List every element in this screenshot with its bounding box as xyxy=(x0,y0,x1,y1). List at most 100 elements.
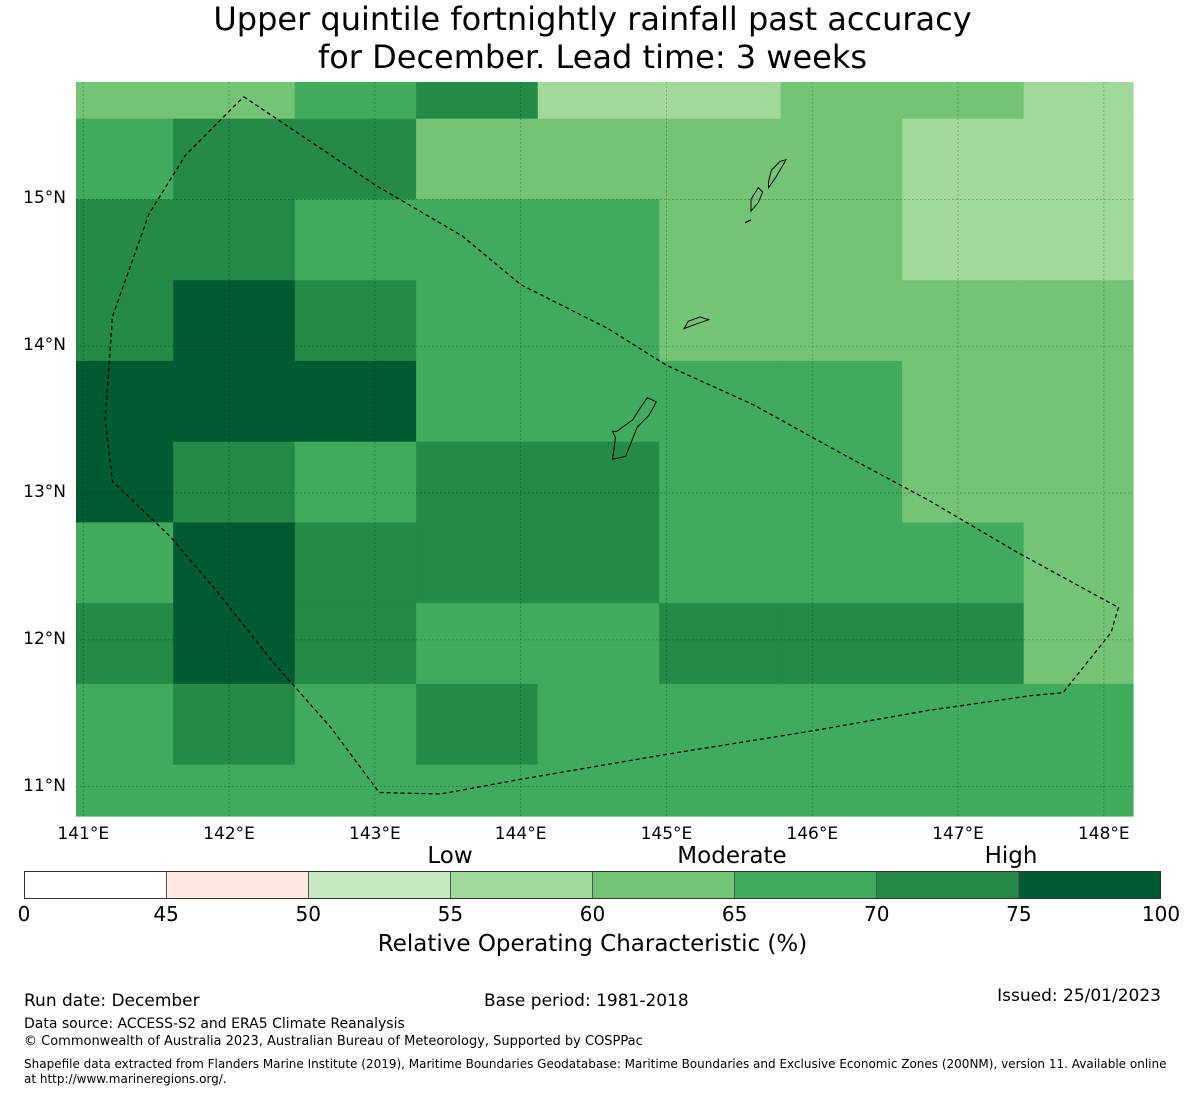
island-outline xyxy=(750,186,764,213)
base-period: Base period: 1981-2018 xyxy=(484,991,689,1011)
roc-cell xyxy=(173,764,296,817)
roc-cell xyxy=(1023,118,1134,200)
colorbar-segment xyxy=(451,872,593,898)
title-line-2: for December. Lead time: 3 weeks xyxy=(317,38,868,76)
roc-cell xyxy=(294,199,417,281)
lon-label-144: 144°E xyxy=(494,824,547,844)
title-line-1: Upper quintile fortnightly rainfall past… xyxy=(213,0,972,38)
roc-cell xyxy=(76,280,174,362)
roc-cell xyxy=(416,764,539,817)
roc-cell xyxy=(780,764,903,817)
roc-cell xyxy=(780,683,903,766)
lon-label-141: 141°E xyxy=(57,824,110,844)
roc-cell xyxy=(537,118,660,200)
copyright: © Commonwealth of Australia 2023, Austra… xyxy=(24,1034,643,1049)
colorbar-segment xyxy=(309,872,451,898)
roc-cell xyxy=(902,603,1025,685)
lat-label-15: 15°N xyxy=(23,188,66,209)
roc-cell xyxy=(780,441,903,523)
roc-cell xyxy=(780,82,903,120)
roc-cell xyxy=(76,199,174,281)
roc-cell xyxy=(537,199,660,281)
roc-cell xyxy=(173,280,296,362)
shapefile-credit: Shapefile data extracted from Flanders M… xyxy=(24,1057,1167,1086)
colorbar-tick: 70 xyxy=(864,902,890,926)
roc-cell xyxy=(416,199,539,281)
roc-cell xyxy=(537,683,660,766)
roc-cell xyxy=(416,118,539,200)
roc-cell xyxy=(537,603,660,685)
roc-cell xyxy=(659,118,782,200)
roc-cell xyxy=(902,441,1025,523)
roc-cell xyxy=(416,280,539,362)
roc-cell xyxy=(294,441,417,523)
roc-cell xyxy=(780,603,903,685)
roc-cell xyxy=(537,360,660,443)
roc-cell xyxy=(1023,764,1134,817)
roc-cell xyxy=(416,522,539,604)
issued-date: Issued: 25/01/2023 xyxy=(997,986,1161,1006)
island-outline xyxy=(744,219,752,224)
colorbar-tick: 55 xyxy=(437,902,464,926)
lon-label-143: 143°E xyxy=(349,824,401,844)
roc-cell xyxy=(416,441,539,523)
roc-cell xyxy=(1023,522,1134,604)
roc-cell xyxy=(659,522,782,604)
roc-cell xyxy=(416,82,539,120)
roc-cell xyxy=(294,82,417,120)
roc-cell xyxy=(537,764,660,817)
colorbar-tick: 65 xyxy=(721,902,748,926)
coastlines xyxy=(611,159,788,460)
roc-cell xyxy=(1023,441,1134,523)
roc-cell xyxy=(76,522,174,604)
roc-cell xyxy=(1023,199,1134,281)
roc-cell xyxy=(780,280,903,362)
roc-cell xyxy=(76,603,174,685)
roc-cell xyxy=(76,360,174,443)
lat-label-14: 14°N xyxy=(23,335,66,356)
lon-label-142: 142°E xyxy=(203,824,255,844)
colorbar-segment xyxy=(1019,872,1160,898)
roc-cell xyxy=(902,280,1025,362)
category-low: Low xyxy=(427,843,473,869)
colorbar xyxy=(24,871,1161,899)
chart-title: Upper quintile fortnightly rainfall past… xyxy=(0,0,1185,76)
roc-cell xyxy=(902,82,1025,120)
roc-cell xyxy=(537,82,660,120)
roc-cell xyxy=(173,441,296,523)
colorbar-segment xyxy=(877,872,1019,898)
roc-cell xyxy=(659,764,782,817)
colorbar-tick: 60 xyxy=(579,902,606,926)
lon-label-146: 146°E xyxy=(786,824,839,844)
roc-cell xyxy=(659,199,782,281)
roc-cell xyxy=(1023,82,1134,120)
colorbar-segment xyxy=(593,872,735,898)
roc-cell xyxy=(294,118,417,200)
colorbar-tick: 50 xyxy=(295,902,321,926)
roc-cell xyxy=(659,82,782,120)
roc-cell xyxy=(537,522,660,604)
roc-cell xyxy=(780,360,903,443)
roc-cell xyxy=(294,280,417,362)
colorbar-tick: 100 xyxy=(1141,902,1181,926)
roc-cell xyxy=(173,683,296,766)
roc-cell xyxy=(294,764,417,817)
roc-cell xyxy=(537,441,660,523)
roc-cell xyxy=(416,360,539,443)
graticule xyxy=(76,82,1133,816)
roc-cell xyxy=(780,199,903,281)
eez-boundary xyxy=(104,96,1120,795)
colorbar-segment xyxy=(167,872,309,898)
roc-grid-cells xyxy=(76,82,1134,817)
island-outline xyxy=(682,316,711,330)
roc-cell xyxy=(1023,683,1134,766)
colorbar-tick: 45 xyxy=(153,902,179,926)
island-outline xyxy=(768,159,788,190)
roc-cell xyxy=(76,764,174,817)
roc-cell xyxy=(294,683,417,766)
colorbar-segment xyxy=(25,872,167,898)
roc-cell xyxy=(416,683,539,766)
roc-cell xyxy=(902,118,1025,200)
roc-cell xyxy=(76,118,174,200)
roc-cell xyxy=(416,603,539,685)
